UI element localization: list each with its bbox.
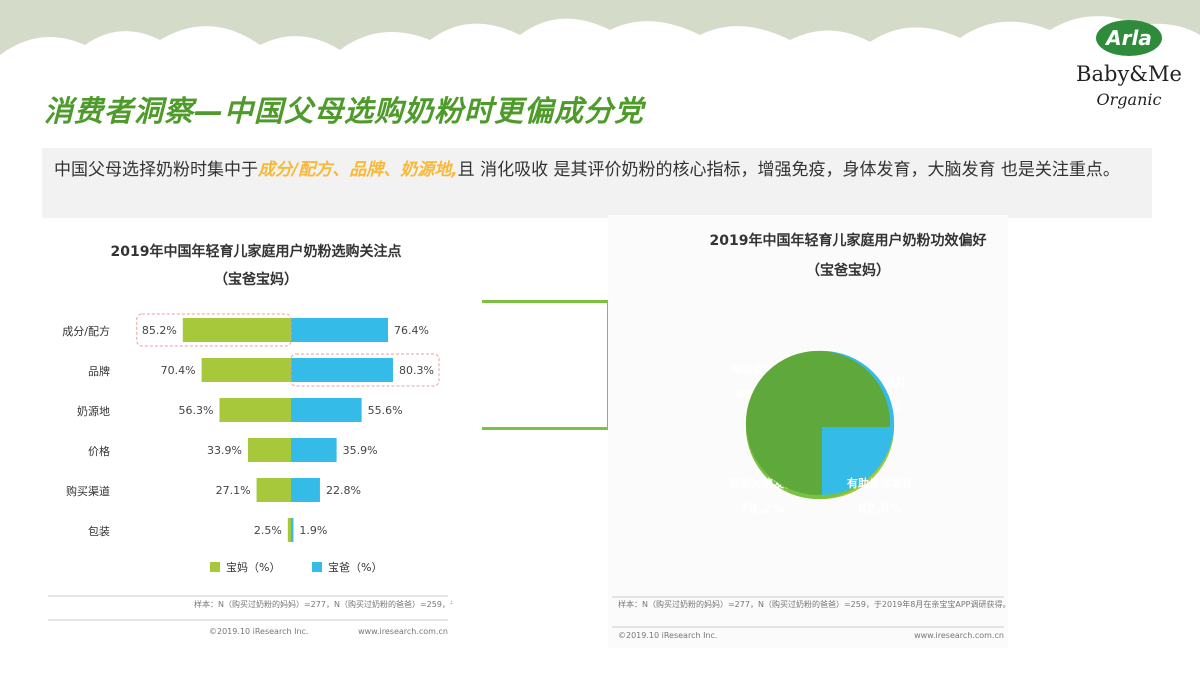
chart-footer-left: ©2019.10 iResearch Inc. [618,631,717,640]
bar-dad [291,438,337,462]
legend-label: 宝爸（%） [328,560,382,574]
value-label-dad: 80.3% [399,364,434,377]
chart-footer-right: www.iresearch.com.cn [914,631,1004,640]
summary-text: 中国父母选择奶粉时集中于成分/配方、品牌、奶源地,且 消化吸收 是其评价奶粉的核… [42,148,1152,218]
logo-line1: Baby&Me [1076,62,1182,86]
petal-value: 82.8% [857,502,902,517]
value-label-mom: 85.2% [142,324,177,337]
value-label-dad: 22.8% [326,484,361,497]
bar-mom [219,398,291,422]
bar-dad [291,358,393,382]
value-label-mom: 2.5% [254,524,282,537]
bar-mom [182,318,291,342]
logo-brand-text: Arla [1104,26,1152,50]
category-label: 奶源地 [77,404,110,418]
category-label: 品牌 [88,364,110,378]
value-label-mom: 70.4% [161,364,196,377]
value-label-dad: 55.6% [368,404,403,417]
purchase-factors-chart-panel: 2019年中国年轻育儿家庭用户奶粉选购关注点 （宝爸宝妈） 成分/配方 85.2%… [44,228,586,648]
value-label-dad: 1.9% [299,524,327,537]
value-label-mom: 33.9% [207,444,242,457]
chart-note: 样本：N（购买过奶粉的妈妈）=277，N（购买过奶粉的爸爸）=259，于2019… [618,599,1008,609]
summary-post: 且 消化吸收 是其评价奶粉的核心指标，增强免疫，身体发育，大脑发育 也是关注重点… [457,160,1120,180]
chart-note-text: 样本：N（购买过奶粉的妈妈）=277，N（购买过奶粉的爸爸）=259，于2019… [194,599,452,609]
category-label: 价格 [88,444,110,458]
function-preference-chart-panel: 2019年中国年轻育儿家庭用户奶粉功效偏好 （宝爸宝妈） 易吸收消化89.9%增… [608,215,1010,648]
bar-dad [291,398,362,422]
summary-pre: 中国父母选择奶粉时集中于 [54,160,258,180]
value-label-dad: 76.4% [394,324,429,337]
category-label: 包装 [88,525,110,538]
bar-dad [291,478,320,502]
summary-highlight: 成分/配方、品牌、奶源地, [258,160,458,180]
chart-subtitle: （宝爸宝妈） [806,262,890,279]
legend-swatch [312,562,322,572]
chart-subtitle: （宝爸宝妈） [214,271,298,288]
bar-dad [291,518,294,542]
chart-note-text: 样本：N（购买过奶粉的妈妈）=277，N（购买过奶粉的爸爸）=259，于2019… [618,599,1008,609]
bar-mom [201,358,291,382]
chart-title: 2019年中国年轻育儿家庭用户奶粉功效偏好 [710,232,987,249]
bar-mom [247,438,291,462]
page-title: 消费者洞察—中国父母选购奶粉时更偏成分党 [44,94,645,128]
bar-dad [291,318,389,342]
petal-4 [745,350,890,495]
logo-line2: Organic [1096,90,1162,109]
highlight-box [290,353,440,387]
chart-note: 样本：N（购买过奶粉的妈妈）=277，N（购买过奶粉的爸爸）=259，于2019… [194,599,452,609]
legend-label: 宝妈（%） [226,560,280,574]
brand-logo: Arla Baby&Me Organic [1068,12,1190,122]
function-preference-chart: 2019年中国年轻育儿家庭用户奶粉功效偏好 （宝爸宝妈） 易吸收消化89.9%增… [612,232,1010,640]
chart-footer-left: ©2019.10 iResearch Inc. [209,627,308,636]
category-label: 购买渠道 [66,484,110,498]
value-label-mom: 56.3% [179,404,214,417]
bar-mom [256,478,291,502]
petal-label: 有助身体发育 [847,476,913,490]
petal-value: 78.2% [739,502,784,517]
value-label-dad: 35.9% [343,444,378,457]
cloud-background [0,0,1200,130]
value-label-mom: 27.1% [216,484,251,497]
category-label: 成分/配方 [62,324,110,338]
chart-footer-right: www.iresearch.com.cn [358,627,448,636]
bar-mom [287,518,291,542]
highlight-box [136,313,292,347]
chart-title: 2019年中国年轻育儿家庭用户奶粉选购关注点 [111,243,402,260]
connector-bracket [482,300,610,430]
legend-swatch [210,562,220,572]
purchase-factors-chart: 2019年中国年轻育儿家庭用户奶粉选购关注点 （宝爸宝妈） 成分/配方 85.2%… [48,243,586,636]
arla-logo-icon: Arla [1094,16,1164,58]
